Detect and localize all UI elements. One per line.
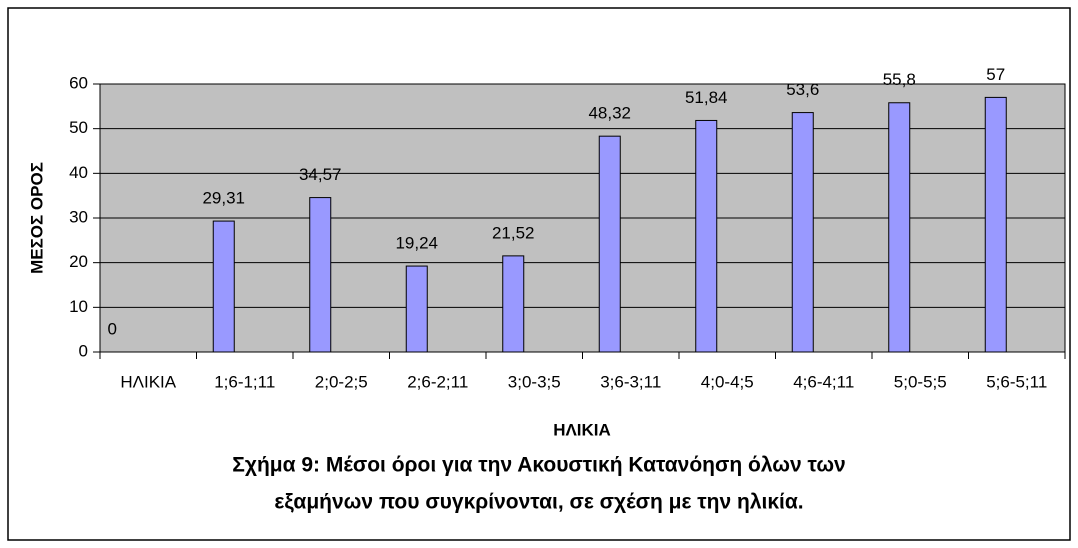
y-tick-label: 30 [69, 207, 88, 226]
x-tick-label: 5;6-5;11 [986, 372, 1047, 391]
value-label: 29,31 [202, 189, 245, 208]
value-label: 0 [108, 319, 117, 338]
value-label: 55,8 [883, 70, 916, 89]
x-tick-label: 4;6-4;11 [793, 372, 854, 391]
y-tick-label: 20 [69, 252, 88, 271]
bar [791, 112, 814, 353]
bar [502, 255, 525, 353]
x-tick-label: 4;0-4;5 [701, 372, 754, 391]
bar [405, 265, 428, 353]
y-tick-label: 10 [69, 297, 88, 316]
x-tick-label: 5;0-5;5 [894, 372, 947, 391]
value-label: 53,6 [786, 80, 819, 99]
y-axis-label: ΜΕΣΟΣ ΟΡΟΣ [27, 162, 46, 274]
caption: Σχήμα 9: Μέσοι όροι για την Ακουστική Κα… [232, 454, 846, 477]
value-label: 34,57 [299, 165, 342, 184]
value-label: 57 [986, 65, 1005, 84]
bar [212, 220, 235, 353]
caption: εξαμήνων που συγκρίνονται, σε σχέση με τ… [274, 491, 803, 514]
y-tick-label: 40 [69, 163, 88, 182]
value-label: 48,32 [588, 104, 631, 123]
bar [309, 197, 332, 353]
bar [888, 102, 911, 353]
value-label: 21,52 [492, 223, 535, 242]
x-tick-label: 2;0-2;5 [315, 372, 368, 391]
value-label: 19,24 [395, 234, 438, 253]
y-tick-label: 60 [69, 73, 88, 92]
x-tick-label: 3;0-3;5 [508, 372, 561, 391]
bar [984, 96, 1007, 353]
x-tick-label: 1;6-1;11 [214, 372, 275, 391]
x-tick-label: 2;6-2;11 [407, 372, 468, 391]
bar [695, 119, 718, 353]
y-tick-label: 0 [79, 341, 88, 360]
bar [598, 135, 621, 353]
x-axis-label: ΗΛΙΚΙΑ [553, 420, 611, 439]
value-label: 51,84 [685, 88, 728, 107]
x-tick-label: ΗΛΙΚΙΑ [120, 372, 176, 391]
x-tick-label: 3;6-3;11 [600, 372, 661, 391]
y-tick-label: 50 [69, 118, 88, 137]
